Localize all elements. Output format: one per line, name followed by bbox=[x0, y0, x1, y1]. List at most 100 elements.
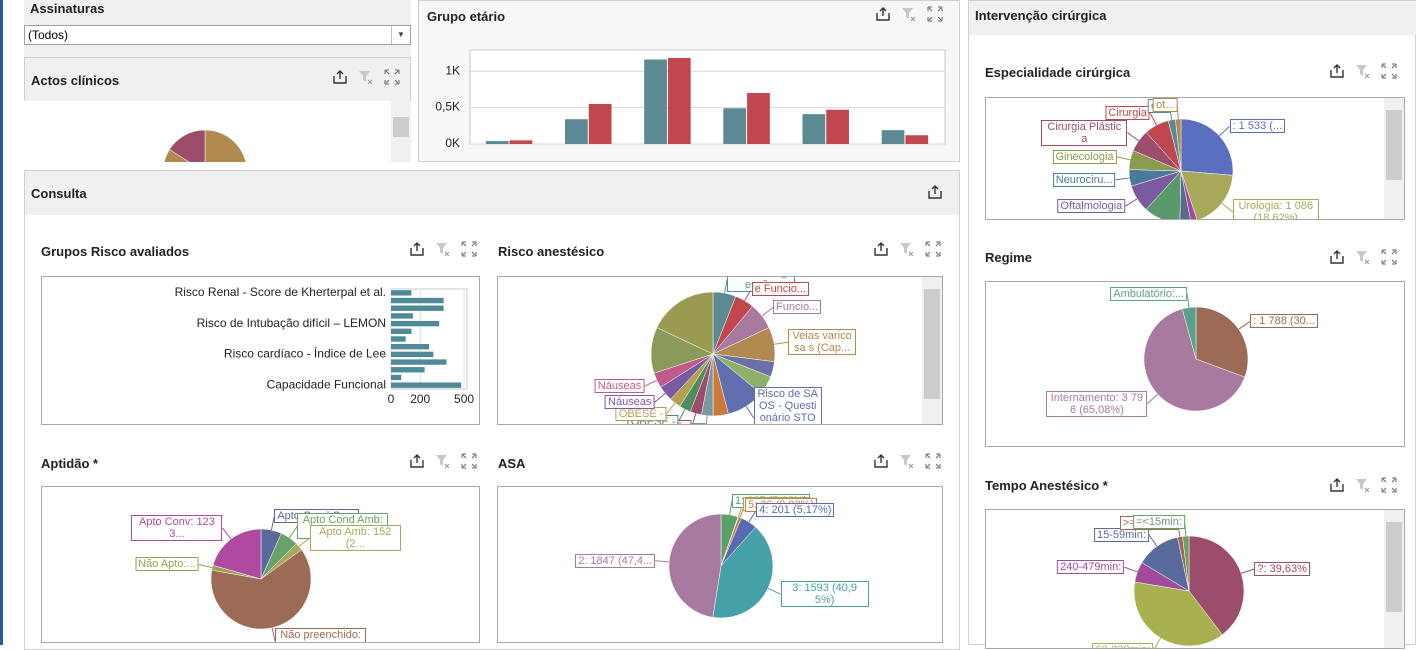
clear-filter-button[interactable] bbox=[899, 241, 915, 257]
label-connector bbox=[270, 516, 275, 531]
label-connector bbox=[222, 527, 232, 540]
export-button[interactable] bbox=[927, 184, 943, 200]
maximize-button[interactable] bbox=[384, 69, 400, 85]
chart-area: 0 200 500 Risco Renal - Score de Kherterpal… bbox=[41, 276, 480, 425]
slice-label: Urologia: 1 086 (18,62%) bbox=[1232, 198, 1319, 219]
export-button[interactable] bbox=[1329, 477, 1345, 493]
scrollbar[interactable] bbox=[922, 277, 942, 424]
panel-title: Aptidão * bbox=[41, 456, 99, 471]
pie-slice bbox=[169, 129, 206, 162]
slice-label: Internamento: 3 796 (65,08%) bbox=[1046, 390, 1148, 417]
plot-frame bbox=[469, 49, 946, 145]
chart-area: : 1 788 (30... Internamento: 3 796 (65,08… bbox=[985, 281, 1405, 447]
label-connector bbox=[1238, 320, 1251, 330]
pie-slice bbox=[1133, 581, 1223, 647]
label-connector bbox=[1148, 534, 1158, 547]
slice-label: Cirurgia bbox=[1105, 105, 1150, 120]
export-button[interactable] bbox=[873, 241, 889, 257]
label-connector bbox=[729, 500, 733, 515]
filter-select[interactable]: (Todos) ▼ bbox=[24, 25, 411, 45]
export-button[interactable] bbox=[332, 69, 348, 85]
bar bbox=[588, 103, 612, 144]
pie-slice bbox=[1180, 118, 1234, 176]
pie-slice bbox=[656, 291, 714, 355]
filter-value: (Todos) bbox=[28, 28, 69, 42]
label-connector bbox=[745, 406, 755, 419]
export-button[interactable] bbox=[409, 453, 425, 469]
bar bbox=[391, 313, 413, 319]
maximize-button[interactable] bbox=[461, 453, 477, 469]
label-connector bbox=[1218, 125, 1230, 137]
maximize-button[interactable] bbox=[461, 241, 477, 257]
label-connector bbox=[1149, 112, 1157, 126]
clear-filter-button[interactable] bbox=[1355, 477, 1371, 493]
maximize-button[interactable] bbox=[925, 241, 941, 257]
pie-slice bbox=[1195, 306, 1249, 378]
scroll-thumb[interactable] bbox=[924, 289, 940, 399]
pie-slice bbox=[210, 549, 312, 630]
scroll-thumb[interactable] bbox=[393, 117, 409, 137]
clear-filter-button[interactable] bbox=[435, 241, 451, 257]
clear-filter-button[interactable] bbox=[899, 453, 915, 469]
bar bbox=[391, 359, 447, 365]
slice-label: 60-239min: bbox=[1092, 643, 1154, 648]
label-connector bbox=[644, 379, 658, 387]
label-connector bbox=[1176, 105, 1179, 120]
section-title: Consulta bbox=[31, 186, 87, 201]
export-button[interactable] bbox=[409, 241, 425, 257]
scrollbar[interactable] bbox=[391, 101, 411, 162]
bar bbox=[905, 135, 929, 144]
chart-area: Grau de Agressã...e Funcio...Funcio...Ve… bbox=[497, 276, 943, 425]
label-connector bbox=[705, 415, 708, 424]
slice-label: Não preenchido: 3764 (62,81... bbox=[275, 628, 367, 642]
clear-filter-button[interactable] bbox=[901, 6, 917, 22]
slice-label: Náuseas bbox=[605, 395, 655, 410]
panel-title: Grupos Risco avaliados bbox=[41, 244, 190, 259]
slice-label: : 1 788 (30... bbox=[1250, 314, 1318, 329]
maximize-button[interactable] bbox=[1381, 477, 1397, 493]
scroll-thumb[interactable] bbox=[1386, 110, 1402, 180]
export-button[interactable] bbox=[873, 453, 889, 469]
pie-slice bbox=[712, 526, 774, 619]
chart bbox=[1124, 522, 1255, 648]
scrollbar[interactable] bbox=[1384, 510, 1404, 648]
maximize-button[interactable] bbox=[1381, 63, 1397, 79]
slice-label: Ginecologia bbox=[1052, 149, 1117, 164]
label-connector bbox=[724, 279, 728, 294]
maximize-button[interactable] bbox=[1381, 249, 1397, 265]
bar bbox=[391, 328, 412, 334]
bar bbox=[391, 351, 434, 358]
panel-tools bbox=[332, 69, 400, 85]
bar bbox=[391, 290, 412, 296]
bar bbox=[391, 336, 406, 342]
chart bbox=[198, 516, 312, 642]
label-connector bbox=[666, 402, 676, 415]
chart bbox=[1115, 105, 1234, 219]
label-connector bbox=[748, 509, 757, 523]
clear-filter-button[interactable] bbox=[358, 69, 374, 85]
chart: 0K 0,5K 1K bbox=[435, 49, 946, 150]
clear-filter-button[interactable] bbox=[435, 453, 451, 469]
chart bbox=[164, 129, 246, 162]
bar bbox=[747, 92, 770, 144]
clear-filter-button[interactable] bbox=[1355, 249, 1371, 265]
y-tick-label: 0,5K bbox=[435, 100, 460, 114]
bar bbox=[391, 320, 440, 327]
clear-filter-button[interactable] bbox=[1355, 63, 1371, 79]
maximize-button[interactable] bbox=[925, 453, 941, 469]
bar bbox=[644, 59, 667, 144]
export-button[interactable] bbox=[1329, 63, 1345, 79]
export-button[interactable] bbox=[1329, 249, 1345, 265]
export-button[interactable] bbox=[875, 6, 891, 22]
scrollbar[interactable] bbox=[1384, 98, 1404, 219]
slice-label: Ambulatório:... bbox=[1110, 286, 1188, 301]
scroll-thumb[interactable] bbox=[1386, 522, 1402, 612]
panel-tools bbox=[409, 453, 477, 469]
pie-slice bbox=[1179, 170, 1191, 219]
panel-tools bbox=[1329, 477, 1397, 493]
x-tick-label: 200 bbox=[410, 392, 430, 406]
chart-area: Consulta d... bbox=[24, 101, 411, 162]
dropdown-arrow[interactable]: ▼ bbox=[391, 26, 410, 44]
bar bbox=[565, 119, 588, 144]
maximize-button[interactable] bbox=[927, 6, 943, 22]
